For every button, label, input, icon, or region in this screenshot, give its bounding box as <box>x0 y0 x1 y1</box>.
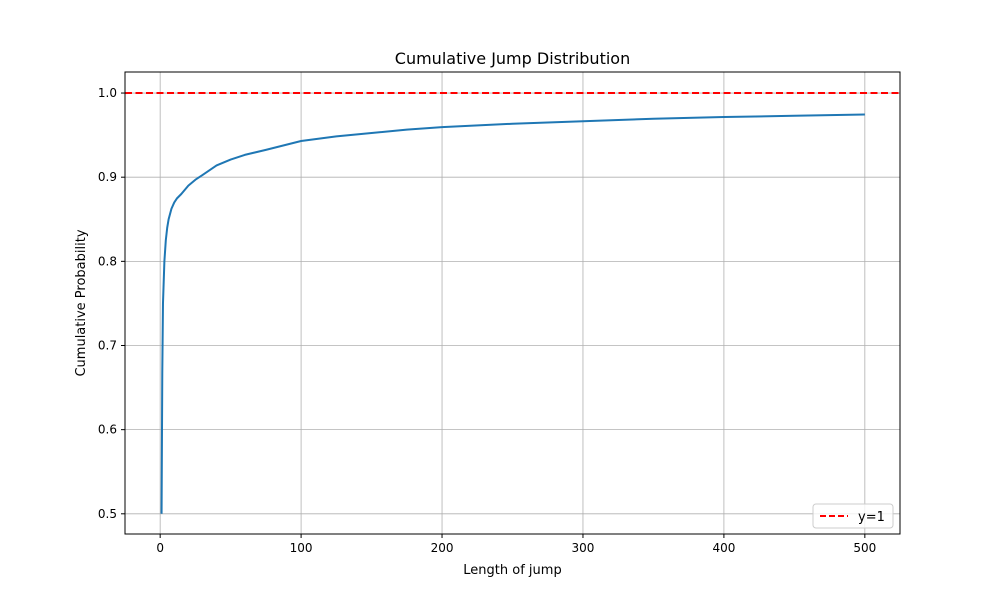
x-tick-label: 500 <box>853 541 876 555</box>
chart-title: Cumulative Jump Distribution <box>395 49 630 68</box>
x-tick-label: 100 <box>290 541 313 555</box>
x-tick-label: 0 <box>156 541 164 555</box>
y-tick-label: 0.5 <box>98 507 117 521</box>
grid <box>125 72 900 534</box>
series-layer <box>125 92 900 514</box>
y-tick-label: 0.9 <box>98 170 117 184</box>
x-tick-label: 300 <box>572 541 595 555</box>
y-tick-label: 0.6 <box>98 423 117 437</box>
y-tick-label: 1.0 <box>98 86 117 100</box>
plot-frame <box>124 71 901 535</box>
legend-label-y1: y=1 <box>858 510 885 525</box>
x-tick-label: 200 <box>431 541 454 555</box>
y-tick-label: 0.8 <box>98 254 117 268</box>
y-tick-label: 0.7 <box>98 338 117 352</box>
series-line-cumulative <box>160 113 865 514</box>
x-axis-label: Length of jump <box>463 563 561 578</box>
legend-box <box>812 503 894 529</box>
ticks: 0 100 200 300 400 500 0.5 0.6 0.7 0.8 0.9 1.0 <box>98 86 876 555</box>
y-axis-label: Cumulative Probability <box>74 229 89 376</box>
legend: y=1 <box>812 503 894 529</box>
x-tick-label: 400 <box>712 541 735 555</box>
